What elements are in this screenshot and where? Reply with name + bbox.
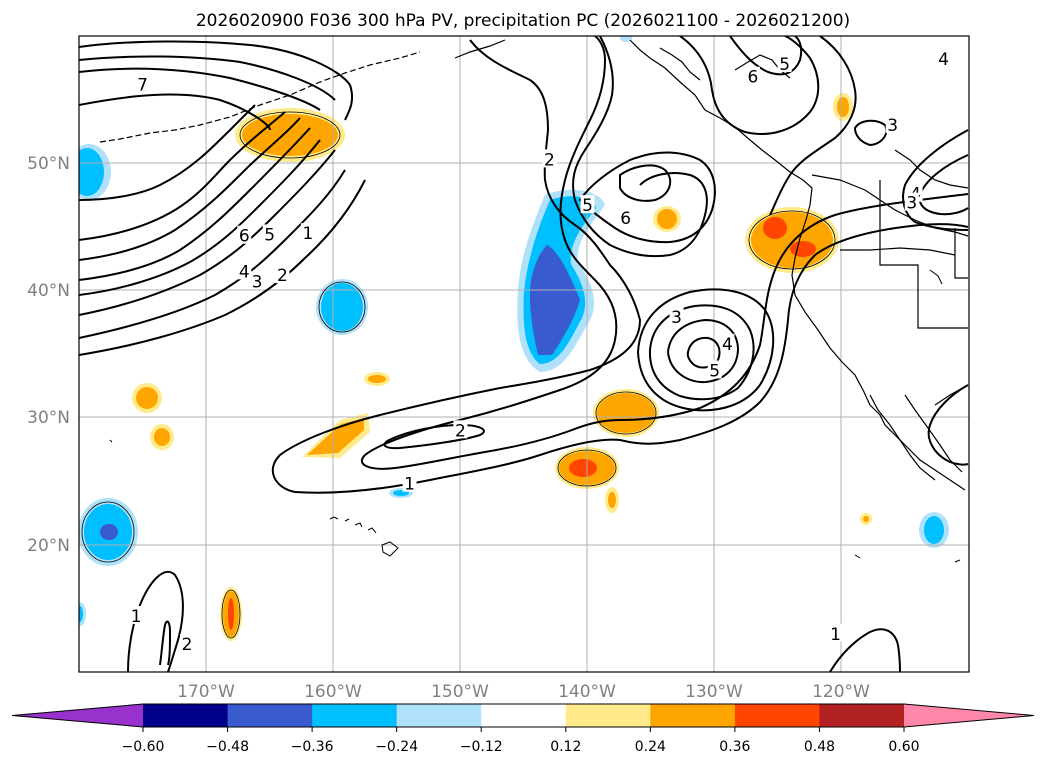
precip-positive-small-areas	[132, 93, 872, 525]
precip-positive-area-5	[302, 413, 370, 458]
colorbar-segment	[819, 704, 905, 727]
lon-label-140w: 140°W	[558, 682, 616, 702]
contour-label: 4	[722, 335, 733, 355]
contour-label: 1	[830, 625, 841, 645]
colorbar-tick-label: 0.36	[719, 739, 750, 755]
lon-label-120w: 120°W	[812, 682, 870, 702]
precip-negative-area-2	[79, 498, 138, 566]
map-frame-border	[78, 35, 970, 673]
contour-label-bg	[275, 265, 290, 284]
contour-label: 2	[182, 635, 193, 655]
colorbar-segment	[481, 704, 567, 727]
contour-label-bg	[237, 261, 252, 280]
contour-label-bg	[135, 74, 150, 93]
contour-label: 4	[938, 50, 949, 70]
colorbar-segment	[143, 704, 229, 727]
lon-label-170w: 170°W	[177, 682, 235, 702]
contour-label: 4	[239, 262, 250, 282]
lon-label-150w: 150°W	[431, 682, 489, 702]
contour-label: 7	[137, 75, 148, 95]
contour-label-bg	[720, 333, 735, 352]
contour-label-bg	[180, 634, 195, 653]
contour-label-bg	[707, 360, 722, 379]
precip-positive-area-1	[235, 108, 345, 162]
colorbar-ticks: −0.60 −0.48 −0.36 −0.24 −0.12 0.12 0.24 0.36 0.4…	[122, 727, 920, 755]
graticule	[79, 36, 969, 672]
contour-label-bg	[129, 606, 144, 625]
contour-label: 3	[906, 194, 917, 214]
precip-positive-area-3	[593, 389, 659, 437]
colorbar-segment	[312, 704, 398, 727]
colorbar-tick-label: 0.12	[550, 739, 581, 755]
contour-label: 6	[620, 209, 631, 229]
contour-label-bg	[618, 207, 633, 226]
contour-label-bg	[542, 149, 557, 168]
lat-label-40n: 40°N	[27, 281, 70, 301]
colorbar-tick-label: 0.60	[888, 739, 919, 755]
colorbar-segment	[227, 704, 313, 727]
map-frame-background	[79, 36, 969, 672]
lon-label-160w: 160°W	[304, 682, 362, 702]
contour-label: 1	[404, 475, 415, 495]
contour-label-bg	[300, 223, 315, 242]
contour-label-bg	[402, 473, 417, 492]
map-content: 765143225634521654343121	[79, 36, 969, 672]
contour-label: 2	[455, 421, 466, 441]
colorbar-tick-label: −0.12	[460, 739, 503, 755]
precip-outlines	[81, 111, 836, 639]
colorbar-extend-high	[904, 704, 1034, 727]
contour-label: 6	[239, 227, 250, 247]
contour-label: 6	[747, 68, 758, 88]
contour-label-bg	[453, 420, 468, 439]
colorbar-tick-label: 0.48	[804, 739, 835, 755]
contour-label-bg	[669, 307, 684, 326]
contour-label: 1	[302, 224, 313, 244]
contour-label-bg	[262, 224, 277, 243]
colorbar-tick-label: −0.24	[375, 739, 418, 755]
coastlines	[99, 39, 969, 491]
contour-label-bg	[828, 623, 843, 642]
contour-label-bg	[580, 195, 595, 214]
lat-label-30n: 30°N	[27, 408, 70, 428]
colorbar-segment	[565, 704, 651, 727]
contour-label-bg	[936, 48, 951, 67]
map-title: 2026020900 F036 300 hPa PV, precipitatio…	[196, 11, 850, 31]
lat-label-50n: 50°N	[27, 154, 70, 174]
contour-label: 2	[544, 150, 555, 170]
contour-label: 2	[277, 266, 288, 286]
colorbar-tick-label: 0.24	[635, 739, 666, 755]
colorbar	[11, 703, 1035, 728]
colorbar-segment	[650, 704, 736, 727]
contour-label: 5	[779, 55, 790, 75]
colorbar-tick-label: −0.60	[122, 739, 165, 755]
contour-label: 3	[252, 272, 263, 292]
colorbar-segment	[396, 704, 482, 727]
contour-label-bg	[904, 192, 919, 211]
precip-positive-area-2	[745, 207, 839, 273]
contour-label-bg	[237, 225, 252, 244]
lat-label-20n: 20°N	[27, 536, 70, 556]
contour-label-bg	[250, 271, 264, 290]
contour-label: 3	[671, 308, 682, 328]
lon-label-130w: 130°W	[685, 682, 743, 702]
colorbar-tick-label: −0.36	[291, 739, 334, 755]
colorbar-segment	[734, 704, 820, 727]
pv-contours	[79, 36, 969, 672]
contour-label: 3	[887, 116, 898, 136]
contour-label: 5	[264, 225, 275, 245]
contour-label: 5	[582, 196, 593, 216]
contour-label-bg	[885, 115, 900, 134]
precip-negative-small-areas	[79, 36, 949, 626]
contour-label: 1	[131, 607, 142, 627]
contour-label-bg	[777, 53, 792, 72]
precip-negative-area-1	[517, 189, 605, 372]
contour-labels: 765143225634521654343121	[129, 48, 951, 655]
contour-label-bg	[745, 66, 760, 85]
colorbar-tick-label: −0.48	[206, 739, 249, 755]
contour-label: 5	[709, 362, 720, 382]
precip-positive-area-6	[220, 587, 242, 641]
colorbar-extend-low	[12, 704, 143, 727]
